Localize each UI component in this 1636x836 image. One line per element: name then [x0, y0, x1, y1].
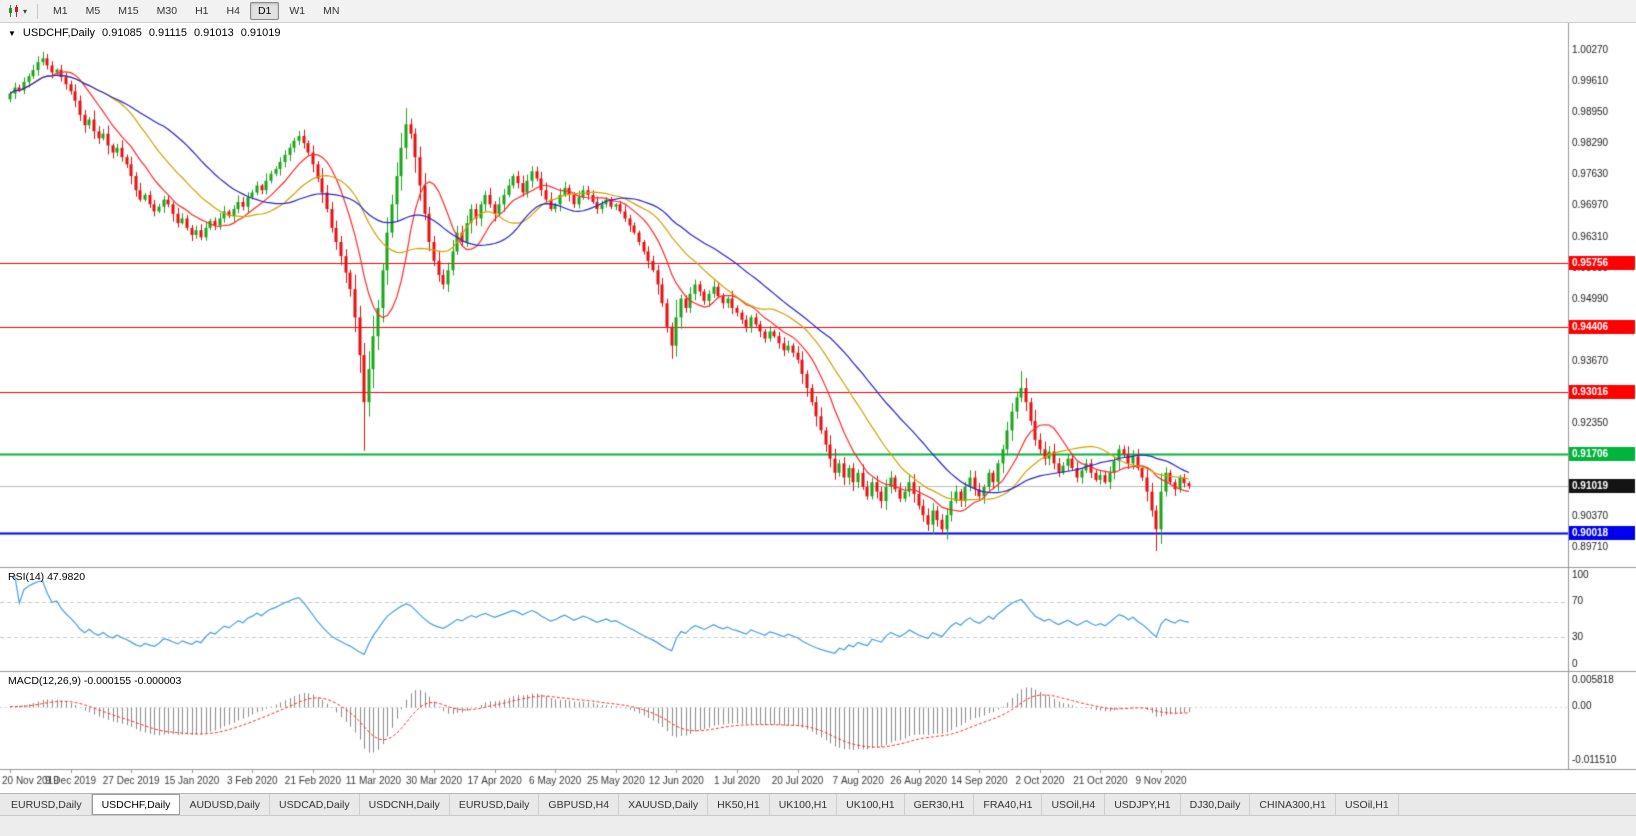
toolbar: ▾ M1 M5 M15 M30 H1 H4 D1 W1 MN	[0, 0, 1636, 23]
chart-type-button[interactable]: ▾	[4, 2, 30, 20]
chart-tab-eurusd-daily[interactable]: EURUSD,Daily	[449, 794, 540, 815]
candlestick-chart-icon	[9, 5, 18, 17]
chart-tab-usdchf-daily[interactable]: USDCHF,Daily	[91, 794, 181, 815]
toolbar-separator	[37, 3, 39, 19]
chart-canvas[interactable]	[0, 23, 1636, 793]
chart-tab-gbpusd-h4[interactable]: GBPUSD,H4	[539, 794, 620, 815]
chart-tab-ger30-h1[interactable]: GER30,H1	[904, 794, 975, 815]
chart-tab-fra40-h1[interactable]: FRA40,H1	[974, 794, 1043, 815]
timeframe-group: M1 M5 M15 M30 H1 H4 D1 W1 MN	[44, 2, 348, 20]
timeframe-button-h4[interactable]: H4	[226, 5, 240, 17]
chart-tab-usoil-h4[interactable]: USOil,H4	[1042, 794, 1106, 815]
status-bar	[0, 815, 1636, 836]
chart-tab-xauusd-daily[interactable]: XAUUSD,Daily	[619, 794, 709, 815]
chart-tab-audusd-daily[interactable]: AUDUSD,Daily	[180, 794, 271, 815]
chart-tab-dj30-daily[interactable]: DJ30,Daily	[1180, 794, 1251, 815]
timeframe-button-d1[interactable]: D1	[249, 2, 280, 20]
chart-tab-usdcnh-daily[interactable]: USDCNH,Daily	[359, 794, 450, 815]
timeframe-button-h1[interactable]: H1	[195, 5, 209, 17]
timeframe-button-m30[interactable]: M30	[156, 5, 178, 17]
chart-tab-china300-h1[interactable]: CHINA300,H1	[1250, 794, 1336, 815]
chart-tab-hk50-h1[interactable]: HK50,H1	[708, 794, 770, 815]
chart-area: ▼ USDCHF,Daily 0.91085 0.91115 0.91013 0…	[0, 23, 1636, 793]
chart-tab-eurusd-daily[interactable]: EURUSD,Daily	[2, 794, 92, 815]
chart-tabs-bar: EURUSD,Daily USDCHF,Daily AUDUSD,Daily USDC…	[0, 793, 1636, 815]
timeframe-button-m1[interactable]: M1	[53, 5, 68, 17]
timeframe-button-m15[interactable]: M15	[118, 5, 139, 17]
chart-tab-uk100-h1[interactable]: UK100,H1	[837, 794, 905, 815]
chart-tab-uk100-h1[interactable]: UK100,H1	[769, 794, 838, 815]
timeframe-button-w1[interactable]: W1	[289, 5, 306, 17]
timeframe-button-m5[interactable]: M5	[85, 5, 101, 17]
chevron-down-icon: ▾	[23, 6, 28, 16]
timeframe-button-mn[interactable]: MN	[323, 5, 340, 17]
collapse-arrow-icon[interactable]: ▼	[8, 29, 16, 38]
chart-tab-usoil-h1[interactable]: USOil,H1	[1335, 794, 1399, 815]
chart-tab-usdcad-daily[interactable]: USDCAD,Daily	[270, 794, 360, 815]
chart-tab-usdjpy-h1[interactable]: USDJPY,H1	[1105, 794, 1181, 815]
